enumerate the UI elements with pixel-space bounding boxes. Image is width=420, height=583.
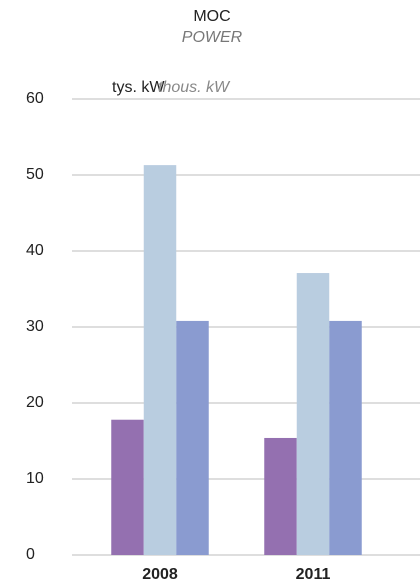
bar <box>176 320 209 555</box>
bar <box>143 165 177 555</box>
chart-subtitle: POWER <box>182 29 243 46</box>
chart-title: MOC <box>193 8 230 25</box>
y-tick-label: 50 <box>26 166 44 183</box>
y-axis-label-en: thous. kW <box>158 79 231 96</box>
x-tick-label: 2008 <box>142 566 178 583</box>
y-tick-label: 60 <box>26 90 44 107</box>
y-tick-label: 0 <box>26 546 35 563</box>
x-tick-label: 2011 <box>296 566 331 583</box>
y-axis-label: tys. kW <box>112 79 165 96</box>
y-tick-label: 20 <box>26 394 44 411</box>
bar <box>329 320 362 555</box>
bar <box>296 273 330 555</box>
y-tick-label: 10 <box>26 470 44 487</box>
bar <box>111 419 144 555</box>
y-tick-label: 40 <box>26 242 44 259</box>
bar <box>264 437 297 555</box>
y-tick-label: 30 <box>26 318 44 335</box>
